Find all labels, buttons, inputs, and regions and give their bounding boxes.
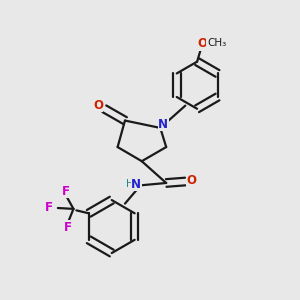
Text: O: O <box>197 37 207 50</box>
Text: H: H <box>125 179 133 189</box>
Text: O: O <box>187 174 197 187</box>
Text: N: N <box>158 118 168 130</box>
Text: F: F <box>44 201 52 214</box>
Text: F: F <box>62 185 70 198</box>
Text: CH₃: CH₃ <box>207 38 226 48</box>
Text: N: N <box>131 178 141 191</box>
Text: O: O <box>93 99 103 112</box>
Text: F: F <box>64 220 72 234</box>
